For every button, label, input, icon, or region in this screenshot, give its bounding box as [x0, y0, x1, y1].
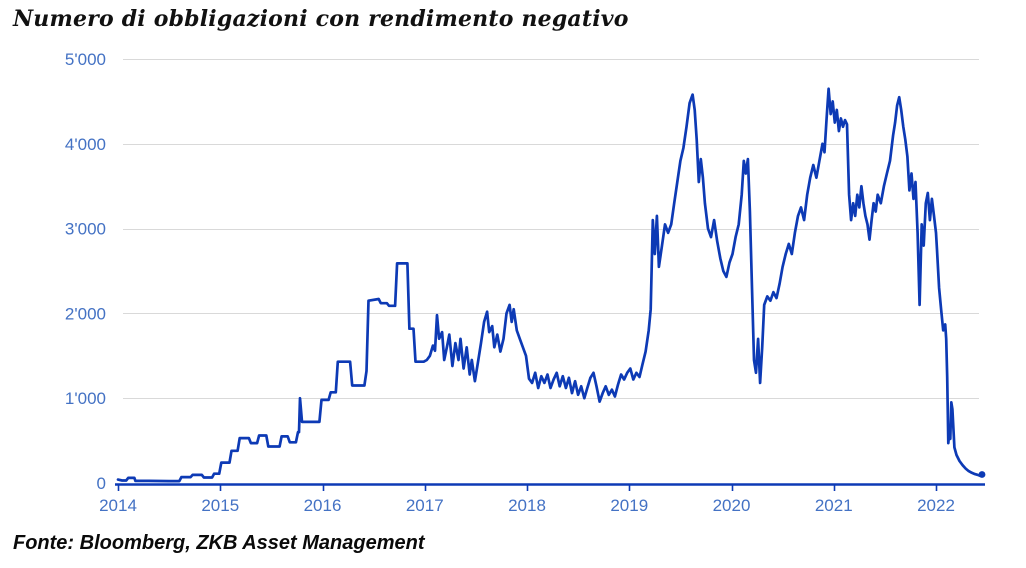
x-axis-label: 2016	[304, 496, 342, 515]
y-axis-label: 4'000	[65, 135, 106, 154]
x-axis-label: 2020	[713, 496, 751, 515]
y-axis-label: 5'000	[65, 50, 106, 69]
source-note: Fonte: Bloomberg, ZKB Asset Management	[13, 532, 425, 554]
y-axis-label: 2'000	[65, 304, 106, 323]
x-axis-label: 2015	[201, 496, 239, 515]
x-axis-label: 2019	[610, 496, 648, 515]
x-axis-label: 2018	[508, 496, 546, 515]
x-axis-label: 2017	[406, 496, 444, 515]
chart-title: Numero di obbligazioni con rendimento ne…	[13, 6, 629, 32]
x-axis-label: 2014	[99, 496, 137, 515]
series-end-marker	[978, 471, 986, 478]
y-axis-label: 3'000	[65, 220, 106, 239]
y-axis-label: 0	[97, 474, 106, 493]
x-axis-label: 2021	[815, 496, 853, 515]
y-axis-label: 1'000	[65, 389, 106, 408]
series-line	[116, 87, 984, 483]
x-axis-label: 2022	[917, 496, 955, 515]
